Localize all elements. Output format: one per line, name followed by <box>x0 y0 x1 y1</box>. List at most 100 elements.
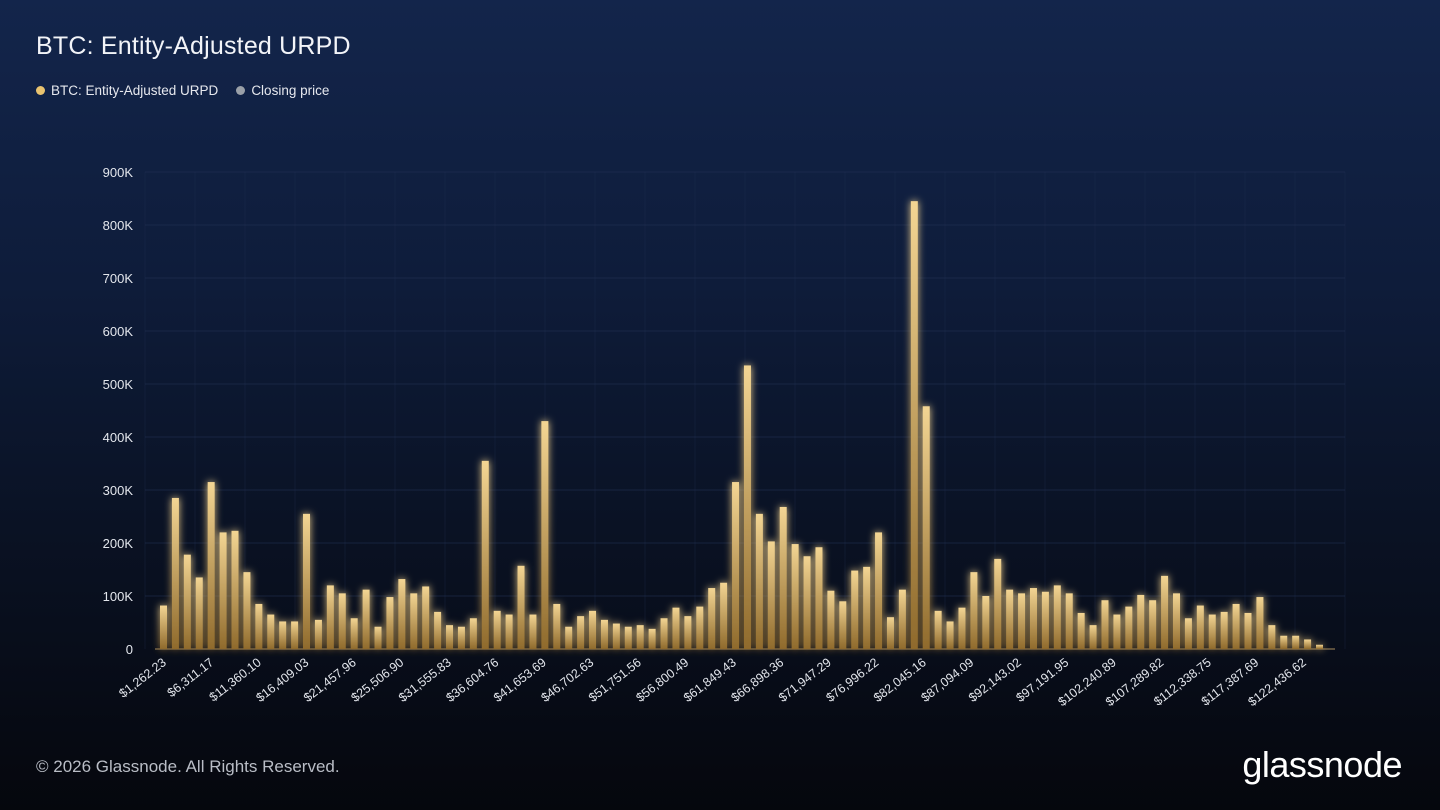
bar <box>946 621 954 649</box>
bar <box>1006 589 1014 649</box>
bar <box>708 588 716 649</box>
bar <box>1196 605 1204 649</box>
bar <box>291 621 299 649</box>
bar <box>1041 591 1049 649</box>
bar <box>875 532 883 649</box>
x-axis: $1,262.23$6,311.17$11,360.10$16,409.03$2… <box>116 655 1308 709</box>
bar <box>303 513 311 649</box>
bar <box>1065 593 1073 649</box>
y-tick-label: 800K <box>103 218 134 233</box>
bar <box>267 614 275 649</box>
bar <box>1113 614 1121 649</box>
bar <box>1184 618 1192 649</box>
bar <box>529 614 537 649</box>
bar <box>660 618 668 649</box>
bar <box>910 201 918 649</box>
bar <box>1053 585 1061 649</box>
bar <box>1018 593 1026 649</box>
bar <box>827 590 835 649</box>
y-tick-label: 100K <box>103 589 134 604</box>
chart-legend: BTC: Entity-Adjusted URPD Closing price <box>36 83 329 98</box>
bars <box>160 201 1323 649</box>
y-tick-label: 600K <box>103 324 134 339</box>
bar <box>1316 644 1323 649</box>
bar <box>160 605 167 649</box>
bar <box>398 579 406 649</box>
bar <box>457 626 465 649</box>
bar <box>338 593 346 649</box>
bar <box>219 532 227 649</box>
bar <box>565 626 573 649</box>
y-tick-label: 700K <box>103 271 134 286</box>
bar <box>1172 593 1180 649</box>
bar <box>898 589 906 649</box>
bar <box>1292 635 1300 649</box>
bar <box>851 570 859 649</box>
bar <box>791 544 799 649</box>
bar <box>839 601 847 649</box>
bar <box>970 572 978 649</box>
bar <box>755 513 763 649</box>
copyright-notice: © 2026 Glassnode. All Rights Reserved. <box>36 757 340 776</box>
bar <box>1077 612 1085 649</box>
legend-swatch-urpd <box>36 86 45 95</box>
bar <box>922 406 930 649</box>
chart-title: BTC: Entity-Adjusted URPD <box>36 32 351 60</box>
bar <box>553 603 561 649</box>
bar <box>743 365 751 649</box>
bar <box>243 572 251 649</box>
bar <box>720 582 728 649</box>
x-tick-label: $1,262.23 <box>116 655 168 700</box>
bar <box>577 616 585 649</box>
legend-item-closing-price[interactable]: Closing price <box>236 83 329 98</box>
bar <box>1149 600 1157 649</box>
bar <box>517 565 525 649</box>
bar <box>207 482 215 649</box>
y-tick-label: 400K <box>103 430 134 445</box>
bar <box>779 506 787 649</box>
bar <box>1137 594 1145 649</box>
bar <box>982 596 990 649</box>
bar <box>314 619 322 649</box>
bar <box>600 619 608 649</box>
bar <box>1304 639 1312 649</box>
legend-item-urpd[interactable]: BTC: Entity-Adjusted URPD <box>36 83 218 98</box>
bar <box>1220 611 1228 649</box>
bar <box>374 626 382 649</box>
bar <box>1232 603 1240 649</box>
bar <box>696 606 704 649</box>
bar <box>422 586 430 649</box>
bar <box>1244 612 1252 649</box>
bar <box>994 558 1002 649</box>
bar <box>886 617 894 649</box>
y-tick-label: 500K <box>103 377 134 392</box>
bar <box>171 497 179 649</box>
bar <box>684 616 692 649</box>
bar <box>386 597 394 649</box>
bar <box>1268 625 1276 649</box>
legend-label-urpd: BTC: Entity-Adjusted URPD <box>51 83 219 98</box>
bar <box>326 585 334 649</box>
bar <box>434 611 442 649</box>
bar <box>362 589 370 649</box>
y-tick-label: 0 <box>126 642 133 657</box>
bar <box>1101 600 1109 649</box>
bar <box>815 547 823 649</box>
y-tick-label: 900K <box>103 165 134 180</box>
bar <box>350 618 358 649</box>
bar <box>541 421 549 649</box>
bar <box>648 628 656 649</box>
bar <box>589 610 597 649</box>
bar <box>1208 614 1216 649</box>
legend-label-closing-price: Closing price <box>251 83 330 98</box>
y-axis: 0 100K 200K 300K 400K 500K 600K 700K 800K 900K <box>103 165 134 657</box>
bar <box>1089 625 1097 649</box>
bar <box>255 603 263 649</box>
bar <box>863 566 871 649</box>
bar <box>612 623 620 649</box>
bar <box>505 614 513 649</box>
bar <box>958 607 966 649</box>
bar <box>1029 588 1037 649</box>
bar <box>493 610 501 649</box>
